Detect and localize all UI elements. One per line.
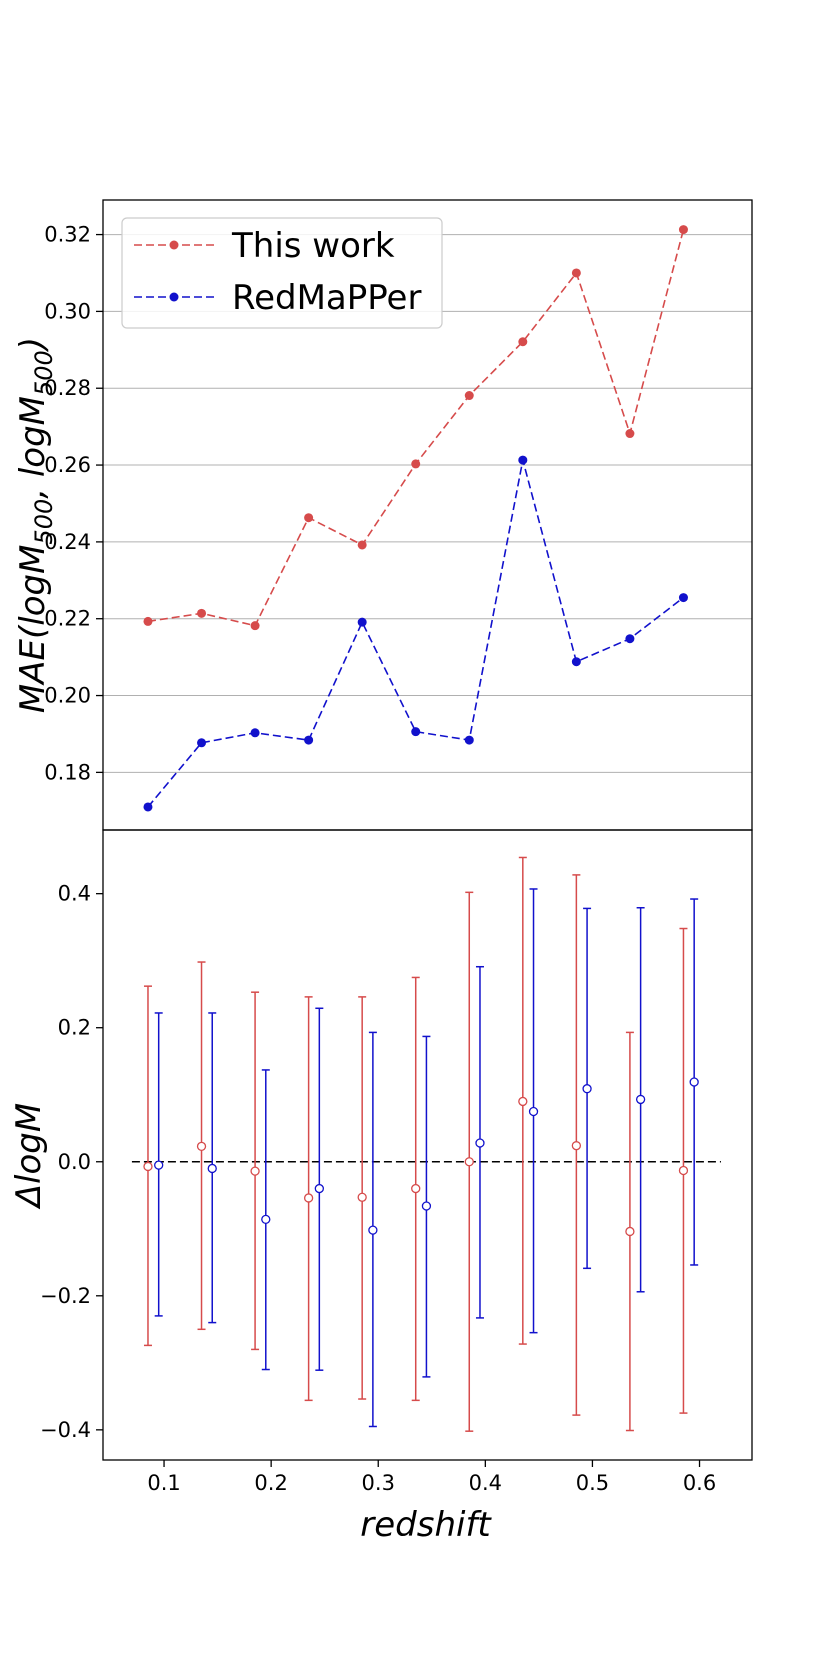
data-point (197, 738, 207, 748)
y-tick-label: 0.24 (44, 530, 91, 554)
data-point (475, 1138, 485, 1148)
delta-panel: −0.4 −0.2 0.0 0.2 0.4 0.1 0.2 0.3 0.4 0.5 0.6 Δlog… (9, 829, 753, 1545)
data-point (304, 513, 314, 523)
bottom-series (143, 856, 699, 1432)
legend: This work RedMaPPer (121, 217, 443, 329)
data-point (357, 617, 367, 627)
data-point (411, 727, 421, 737)
data-point (518, 455, 528, 465)
data-point (303, 1193, 314, 1203)
y-tick-label: 0.30 (44, 299, 91, 323)
mae-panel: 0.18 0.20 0.22 0.24 0.26 0.28 0.30 0.32 This wo… (13, 199, 753, 831)
data-point (411, 459, 421, 469)
data-point (571, 657, 581, 667)
data-point (625, 634, 635, 644)
data-point (261, 1214, 271, 1225)
data-point (678, 225, 688, 235)
ylabel-sub-2: 500 (30, 350, 58, 396)
y-tick-label: 0.18 (44, 760, 91, 784)
data-point (464, 1157, 474, 1167)
data-point (143, 802, 153, 812)
y-axis-label-delta: ΔlogM (9, 1103, 49, 1210)
y-tick-label: 0.20 (44, 684, 91, 708)
data-point (625, 1226, 635, 1237)
data-point (304, 735, 314, 745)
data-point (689, 1077, 699, 1087)
y-tick-label: 0.0 (58, 1150, 91, 1174)
data-point (368, 1225, 378, 1235)
bottom-panel-frame (102, 829, 753, 1461)
data-point (250, 621, 260, 631)
data-point (411, 1183, 421, 1194)
bottom-ticks: −0.4 −0.2 0.0 0.2 0.4 0.1 0.2 0.3 0.4 0.5 0.6 (40, 882, 716, 1495)
legend-marker-redmapper (169, 292, 179, 302)
data-point (197, 608, 207, 618)
y-tick-label: 0.4 (58, 882, 91, 906)
data-point (207, 1163, 217, 1174)
data-point (250, 728, 260, 738)
x-axis-label-redshift: redshift (360, 1505, 492, 1545)
ylabel-part-post: ) (13, 337, 53, 353)
ylabel-sub-1: 500 (30, 499, 58, 545)
data-point (357, 540, 367, 550)
data-point (421, 1201, 432, 1211)
data-point (196, 1141, 207, 1151)
data-point (678, 1165, 689, 1176)
y-tick-label: 0.22 (44, 607, 91, 631)
y-tick-label: −0.4 (40, 1418, 91, 1442)
data-point (143, 616, 153, 626)
y-tick-label: 0.26 (44, 453, 91, 477)
y-axis-label-mae: MAE(logM500, logM500) (13, 337, 58, 713)
x-tick-label: 0.3 (362, 1471, 395, 1495)
data-point (464, 391, 474, 401)
data-point (518, 337, 528, 347)
data-point (635, 1094, 646, 1105)
y-tick-label: 0.2 (58, 1016, 91, 1040)
ylabel-part-pre: MAE(logM (13, 545, 53, 714)
data-point (357, 1192, 367, 1202)
legend-label-redmapper: RedMaPPer (232, 278, 421, 318)
ylabel-part-mid: , logM (13, 396, 53, 499)
x-tick-label: 0.2 (254, 1471, 287, 1495)
data-point (528, 1106, 539, 1117)
data-point (518, 1096, 528, 1107)
y-tick-label: 0.32 (44, 223, 91, 247)
x-tick-label: 0.5 (576, 1471, 609, 1495)
series-line-redmapper (147, 459, 684, 808)
data-point (250, 1166, 260, 1176)
legend-label-this-work: This work (231, 226, 395, 266)
top-series (143, 225, 688, 812)
x-tick-label: 0.4 (469, 1471, 502, 1495)
y-tick-label: −0.2 (40, 1284, 91, 1308)
data-point (678, 593, 688, 603)
data-point (571, 268, 581, 278)
x-tick-label: 0.1 (147, 1471, 180, 1495)
data-point (625, 429, 635, 439)
data-point (571, 1141, 582, 1151)
top-ticks: 0.18 0.20 0.22 0.24 0.26 0.28 0.30 0.32 (44, 223, 103, 784)
x-tick-label: 0.6 (683, 1471, 716, 1495)
data-point (143, 1161, 153, 1172)
legend-marker-this-work (169, 240, 179, 250)
data-point (464, 735, 474, 745)
y-tick-label: 0.28 (44, 376, 91, 400)
data-point (582, 1084, 592, 1094)
data-point (314, 1183, 324, 1194)
data-point (154, 1160, 164, 1170)
